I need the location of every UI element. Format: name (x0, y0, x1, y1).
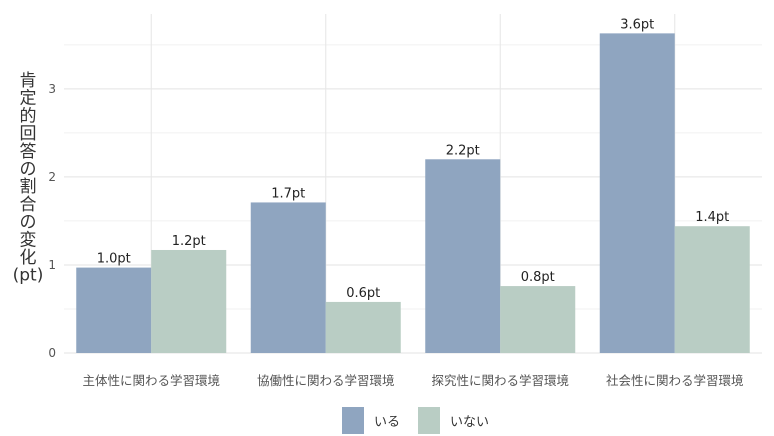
bar-inai-2 (325, 301, 401, 353)
y-axis-title-glyph: 定 (20, 89, 37, 109)
data-label: 2.2pt (446, 143, 480, 158)
bar-inai-3 (500, 286, 576, 353)
legend-swatch (342, 407, 364, 434)
y-axis-title-glyph: 変 (20, 230, 37, 250)
x-tick-label: 探究性に関わる学習環境 (431, 373, 569, 388)
bar-iru-2 (250, 202, 326, 353)
x-tick-label: 主体性に関わる学習環境 (82, 373, 220, 388)
data-label: 1.4pt (695, 210, 729, 225)
legend-swatch (418, 407, 440, 434)
bars-layer (76, 33, 750, 353)
labels-layer: 1.0pt 1.2pt 1.7pt 0.6pt 2.2pt 0.8pt 3.6pt 1.4pt (97, 17, 730, 301)
x-tick-label: 社会性に関わる学習環境 (606, 373, 744, 388)
y-tick-label: 1 (48, 258, 56, 272)
y-axis-title-glyph: の (20, 160, 37, 180)
data-label: 3.6pt (620, 17, 654, 32)
y-tick-label: 0 (48, 346, 56, 360)
axis-layer: 0 1 2 3 主体性に関わる学習環境 協働性に関わる学習環境 探究性に関わる学習環境 社会性… (48, 82, 743, 388)
y-axis-title-glyph: 的 (20, 106, 37, 126)
y-axis-title-glyph: の (20, 213, 37, 233)
data-label: 0.8pt (521, 270, 555, 285)
data-label: 1.0pt (97, 252, 131, 267)
y-axis-title-glyph: 答 (20, 142, 37, 162)
y-axis-title-glyph: 肯 (20, 71, 37, 91)
legend-label: いる (374, 415, 400, 430)
bar-inai-4 (674, 226, 750, 353)
data-label: 1.7pt (271, 186, 305, 201)
bar-iru-1 (76, 267, 152, 353)
x-tick-label: 協働性に関わる学習環境 (257, 373, 395, 388)
data-label: 0.6pt (346, 286, 380, 301)
y-axis-title-glyph: 化 (20, 248, 37, 268)
bar-iru-3 (425, 159, 501, 353)
y-axis-title-glyph: 回 (20, 124, 37, 144)
bar-iru-4 (599, 33, 675, 353)
data-label: 1.2pt (172, 234, 206, 249)
bar-inai-1 (151, 249, 227, 353)
legend-label: いない (450, 415, 489, 430)
y-axis-title-glyph: 割 (20, 177, 37, 197)
y-tick-label: 2 (48, 170, 56, 184)
legend: いる いない (342, 407, 489, 434)
y-axis-title-glyph: 合 (20, 195, 37, 215)
y-tick-label: 3 (48, 82, 56, 96)
y-axis-title-glyph: (pt) (13, 266, 44, 286)
